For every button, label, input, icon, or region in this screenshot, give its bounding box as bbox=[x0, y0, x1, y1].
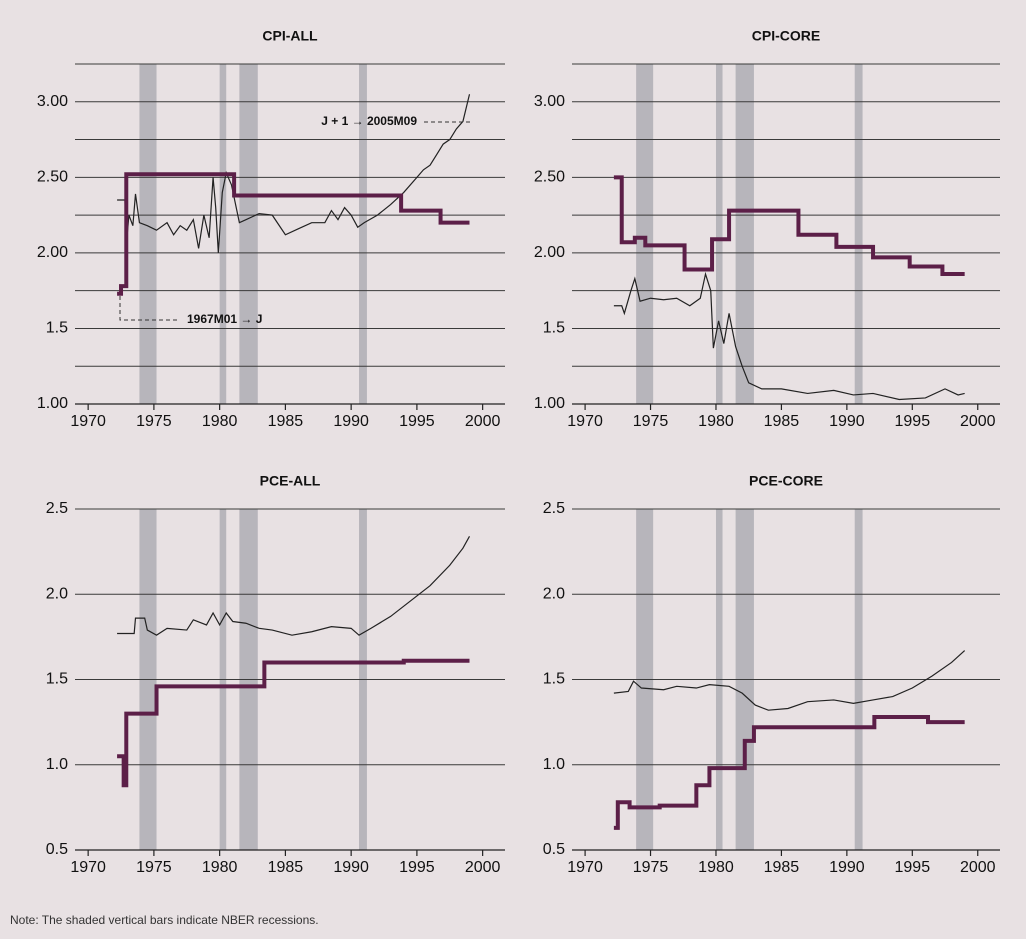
x-tick-label: 1995 bbox=[895, 413, 931, 430]
x-tick-label: 2000 bbox=[960, 413, 996, 430]
y-tick-label: 1.0 bbox=[543, 756, 565, 773]
y-tick-label: 0.5 bbox=[46, 841, 68, 858]
panel: 0.5 1.0 1.5 2.0 2.5 1970 1975 1980 1985 1990 1995 2… bbox=[46, 473, 505, 876]
panel-title: PCE-ALL bbox=[260, 473, 321, 489]
y-tick-label: 2.50 bbox=[534, 169, 565, 186]
panel-title: CPI-CORE bbox=[752, 28, 820, 44]
x-tick-label: 2000 bbox=[960, 859, 996, 876]
recession-bar bbox=[239, 64, 258, 404]
recession-bar bbox=[636, 64, 654, 404]
panel: 0.5 1.0 1.5 2.0 2.5 1970 1975 1980 1985 1990 1995 2… bbox=[543, 473, 1000, 876]
y-tick-label: 1.5 bbox=[543, 671, 565, 688]
series-line bbox=[117, 94, 471, 253]
x-tick-label: 1990 bbox=[829, 413, 865, 430]
y-tick-label: 3.00 bbox=[534, 93, 565, 110]
x-tick-label: 1975 bbox=[136, 413, 172, 430]
y-tick-label: 1.0 bbox=[46, 756, 68, 773]
series-line bbox=[613, 271, 965, 401]
series-line bbox=[117, 535, 471, 636]
y-tick-label: 1.5 bbox=[46, 320, 68, 337]
y-tick-label: 1.00 bbox=[534, 395, 565, 412]
x-tick-label: 1985 bbox=[764, 859, 800, 876]
note: Note: The shaded vertical bars indicate … bbox=[10, 913, 319, 927]
x-tick-label: 1970 bbox=[70, 413, 106, 430]
series-line bbox=[117, 172, 470, 296]
x-tick-label: 1985 bbox=[268, 413, 304, 430]
panel: 1.00 1.5 2.00 2.50 3.00 1970 1975 1980 1985 1990 1… bbox=[37, 28, 505, 430]
y-tick-label: 2.50 bbox=[37, 169, 68, 186]
x-tick-label: 1995 bbox=[399, 413, 435, 430]
recession-bar bbox=[854, 64, 863, 404]
x-tick-label: 1985 bbox=[764, 413, 800, 430]
y-tick-label: 2.0 bbox=[46, 585, 68, 602]
x-tick-label: 1980 bbox=[698, 413, 734, 430]
series-line bbox=[613, 650, 966, 711]
x-tick-label: 1990 bbox=[333, 859, 369, 876]
x-tick-label: 1975 bbox=[633, 413, 669, 430]
y-tick-label: 2.00 bbox=[534, 244, 565, 261]
y-tick-label: 2.0 bbox=[543, 585, 565, 602]
y-tick-label: 1.5 bbox=[543, 320, 565, 337]
series-line bbox=[613, 715, 965, 830]
y-tick-label: 1.00 bbox=[37, 395, 68, 412]
x-tick-label: 1970 bbox=[567, 413, 603, 430]
x-tick-label: 1975 bbox=[633, 859, 669, 876]
annotation-leader bbox=[119, 296, 180, 321]
x-tick-label: 1985 bbox=[268, 859, 304, 876]
x-tick-label: 1995 bbox=[399, 859, 435, 876]
y-tick-label: 3.00 bbox=[37, 93, 68, 110]
x-tick-label: 1980 bbox=[202, 413, 238, 430]
x-tick-label: 1970 bbox=[70, 859, 106, 876]
y-tick-label: 2.00 bbox=[37, 244, 68, 261]
recession-bar bbox=[219, 64, 227, 404]
recession-bar bbox=[735, 64, 754, 404]
x-tick-label: 1990 bbox=[829, 859, 865, 876]
panel: 1.00 1.5 2.00 2.50 3.00 1970 1975 1980 1985 1990 1… bbox=[534, 28, 1000, 430]
y-tick-label: 1.5 bbox=[46, 671, 68, 688]
x-tick-label: 1975 bbox=[136, 859, 172, 876]
x-tick-label: 1995 bbox=[895, 859, 931, 876]
x-tick-label: 2000 bbox=[465, 859, 501, 876]
annotation: J + 1 → 2005M09 bbox=[321, 114, 417, 128]
recession-bar bbox=[139, 64, 157, 404]
x-tick-label: 1980 bbox=[202, 859, 238, 876]
y-tick-label: 2.5 bbox=[46, 500, 68, 517]
recession-bar bbox=[715, 64, 723, 404]
y-tick-label: 2.5 bbox=[543, 500, 565, 517]
series-line bbox=[117, 658, 470, 788]
panel-title: PCE-CORE bbox=[749, 473, 823, 489]
x-tick-label: 2000 bbox=[465, 413, 501, 430]
annotation: 1967M01 → J bbox=[187, 312, 262, 326]
x-tick-label: 1990 bbox=[333, 413, 369, 430]
panel-title: CPI-ALL bbox=[262, 28, 318, 44]
y-tick-label: 0.5 bbox=[543, 841, 565, 858]
x-tick-label: 1970 bbox=[567, 859, 603, 876]
series-line bbox=[613, 175, 965, 277]
x-tick-label: 1980 bbox=[698, 859, 734, 876]
recession-bar bbox=[359, 64, 367, 404]
